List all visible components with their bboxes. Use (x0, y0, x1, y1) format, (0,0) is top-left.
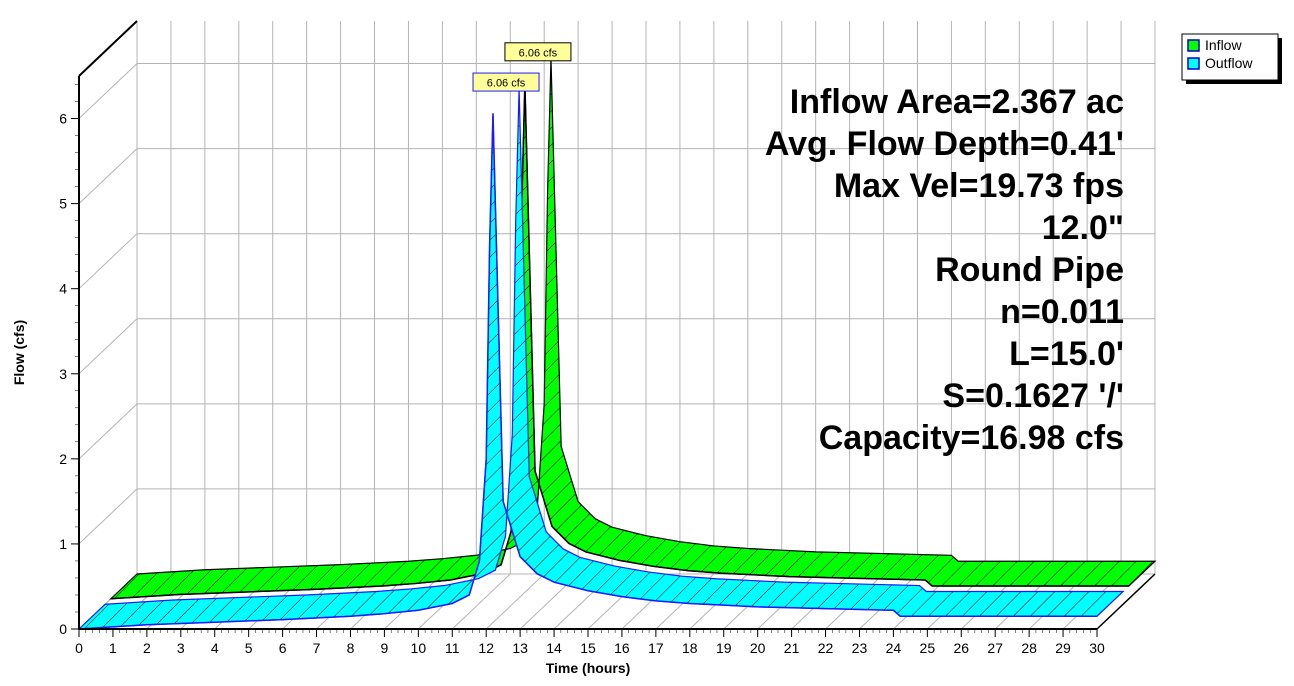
floor-gridline (485, 573, 545, 630)
inflow-line (110, 83, 1129, 600)
x-tick-label: 23 (852, 640, 868, 656)
y-depth-gridline (78, 403, 138, 460)
x-tick-label: 14 (546, 640, 562, 656)
annotation-text: Avg. Flow Depth=0.41' (765, 125, 1124, 163)
annotation-text: Max Vel=19.73 fps (834, 167, 1124, 205)
x-tick-label: 21 (784, 640, 800, 656)
y-tick-label: 1 (59, 536, 67, 552)
x-tick-label: 0 (75, 640, 83, 656)
x-tick-label: 18 (682, 640, 698, 656)
x-tick-label: 1 (109, 640, 117, 656)
x-tick-label: 10 (411, 640, 427, 656)
axes: 0 1 2 3 4 5 6 7 8 9 10 11 12 13 14 15 16 17 18 19 20 21 22 23 24… (11, 20, 1156, 676)
annotation-text: L=15.0' (1009, 335, 1124, 373)
y-axis-title: Flow (cfs) (11, 320, 27, 385)
y-depth-gridline (78, 488, 138, 545)
peak-label-box (504, 42, 572, 62)
x-tick-label: 12 (478, 640, 494, 656)
outflow-line (78, 113, 1097, 630)
peak-label-text: 6.06 cfs (487, 78, 526, 90)
x-tick-label: 26 (953, 640, 969, 656)
x-tick-label: 7 (313, 640, 321, 656)
legend-label: Inflow (1205, 37, 1242, 53)
series-layer: 6.06 cfs 6.06 cfs (77, 42, 1157, 630)
x-tick-label: 11 (445, 640, 460, 656)
y-axis-depth-line (78, 20, 138, 77)
x-tick-label: 9 (381, 640, 389, 656)
x-tick-label: 4 (211, 640, 219, 656)
legend: Inflow Outflow (1181, 33, 1282, 84)
peak-label-box (472, 72, 540, 92)
x-tick-label: 27 (987, 640, 1003, 656)
x-tick-label: 15 (580, 640, 596, 656)
x-axis-depth-line (1096, 573, 1156, 630)
grid (78, 21, 1156, 630)
annotation-text: S=0.1627 '/' (942, 377, 1124, 415)
x-tick-label: 29 (1055, 640, 1071, 656)
x-tick-label: 13 (512, 640, 528, 656)
x-tick-label: 20 (750, 640, 766, 656)
inflow-peak-label: 6.06 cfs (504, 42, 572, 62)
legend-swatch (1187, 39, 1200, 52)
x-tick-label: 5 (245, 640, 253, 656)
legend-label: Outflow (1205, 55, 1253, 71)
x-tick-label: 17 (648, 640, 664, 656)
y-depth-gridline (78, 233, 138, 290)
x-tick-label: 3 (177, 640, 185, 656)
x-tick-label: 8 (347, 640, 355, 656)
annotation-text: Round Pipe (935, 251, 1124, 289)
y-tick-label: 4 (59, 281, 67, 297)
y-tick-label: 2 (59, 451, 67, 467)
legend-swatch (1187, 57, 1200, 70)
x-axis-title: Time (hours) (546, 660, 631, 676)
y-depth-gridline (78, 148, 138, 204)
annotation-text: n=0.011 (1000, 293, 1124, 331)
x-tick-label: 2 (143, 640, 151, 656)
floor-gridline (451, 573, 511, 630)
y-tick-label: 3 (59, 366, 67, 382)
annotation-text: Inflow Area=2.367 ac (790, 83, 1124, 121)
x-tick-label: 28 (1021, 640, 1037, 656)
legend-item-outflow: Outflow (1187, 55, 1253, 71)
legend-item-inflow: Inflow (1187, 37, 1242, 53)
annotations: Inflow Area=2.367 ac Avg. Flow Depth=0.41… (765, 83, 1124, 457)
x-tick-label: 16 (614, 640, 630, 656)
annotation-text: 12.0" (1042, 209, 1124, 247)
y-tick-label: 0 (59, 621, 67, 637)
x-tick-label: 22 (818, 640, 834, 656)
y-tick-label: 6 (59, 111, 67, 127)
x-tick-label: 6 (279, 640, 287, 656)
outflow-peak-label: 6.06 cfs (472, 72, 540, 92)
annotation-text: Capacity=16.98 cfs (819, 419, 1124, 457)
x-tick-label: 30 (1089, 640, 1105, 656)
y-depth-gridline (78, 63, 138, 119)
peak-label-text: 6.06 cfs (519, 47, 558, 59)
y-depth-gridline (78, 318, 138, 375)
x-tick-label: 24 (886, 640, 902, 656)
y-tick-label: 5 (59, 196, 67, 212)
x-tick-label: 25 (920, 640, 936, 656)
x-tick-label: 19 (716, 640, 732, 656)
